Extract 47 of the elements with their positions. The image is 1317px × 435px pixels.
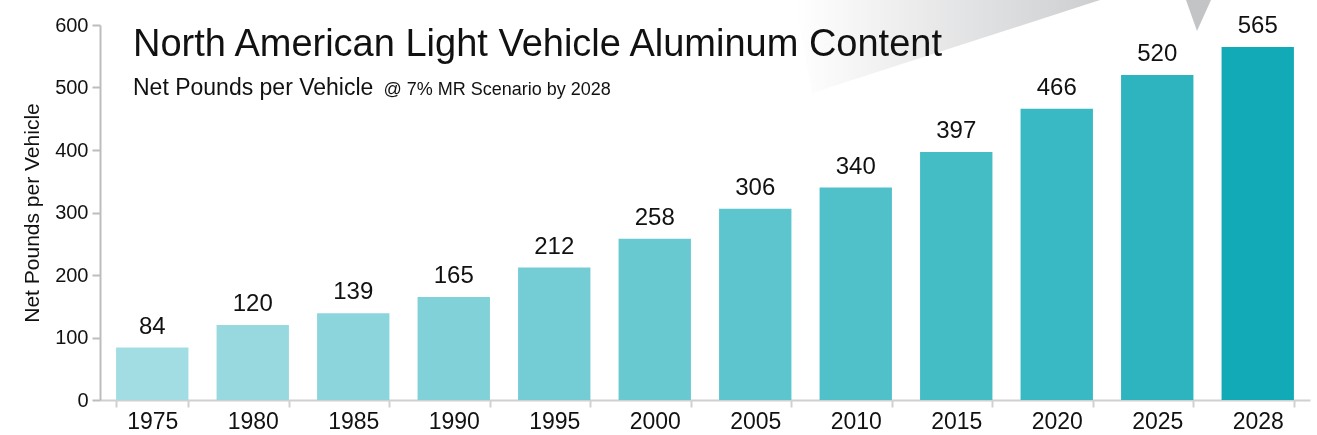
chart-title: North American Light Vehicle Aluminum Content: [133, 22, 943, 64]
x-tick-label: 2000: [629, 407, 681, 434]
bar: [518, 267, 591, 400]
bar: [1020, 108, 1093, 400]
data-label: 466: [1036, 72, 1077, 100]
data-label: 520: [1137, 39, 1178, 66]
bar: [417, 296, 490, 400]
x-tick-label: 1980: [227, 407, 279, 434]
x-tick-label: 2020: [1031, 407, 1083, 434]
bar: [618, 238, 691, 400]
x-tick-label: 2025: [1132, 407, 1184, 434]
bar: [819, 187, 892, 400]
y-tick-label: 600: [55, 13, 89, 36]
bar: [920, 151, 993, 400]
x-tick-label: 1985: [328, 407, 380, 434]
data-label: 139: [333, 277, 374, 305]
data-label: 340: [835, 151, 876, 179]
text: Net Pounds per Vehicle: [133, 74, 374, 100]
y-tick-label: 400: [55, 138, 89, 161]
x-tick-label: 2010: [830, 407, 882, 434]
annotation: @ 7% MR Scenario by 2028: [383, 79, 611, 99]
x-tick-label: 2005: [730, 407, 782, 434]
data-label: 165: [433, 260, 474, 288]
y-tick-label: 0: [77, 388, 89, 411]
y-tick-label: 100: [55, 326, 89, 348]
data-label: 306: [735, 172, 776, 200]
y-tick-label: 200: [55, 263, 89, 286]
x-tick-label: 1990: [428, 407, 480, 434]
data-label: 258: [634, 202, 675, 230]
bar: [116, 347, 189, 400]
data-label: 84: [138, 311, 166, 339]
bar: [317, 313, 390, 400]
bar: [1121, 75, 1194, 400]
x-tick-label: 1975: [127, 407, 179, 434]
data-label: 397: [936, 115, 977, 143]
bar: [719, 208, 792, 400]
x-tick-label: 1995: [529, 407, 581, 434]
data-label: 120: [232, 289, 273, 316]
y-tick-label: 500: [55, 76, 89, 98]
y-tick-label: 300: [55, 201, 89, 223]
data-label: 212: [534, 231, 575, 259]
y-axis-title: Net Pounds per Vehicle: [20, 103, 44, 323]
x-tick-label: 2015: [931, 407, 983, 434]
bar: [216, 325, 289, 400]
data-label: 565: [1237, 10, 1278, 38]
bar: [1221, 46, 1294, 400]
x-tick-label: 2028: [1232, 407, 1284, 434]
